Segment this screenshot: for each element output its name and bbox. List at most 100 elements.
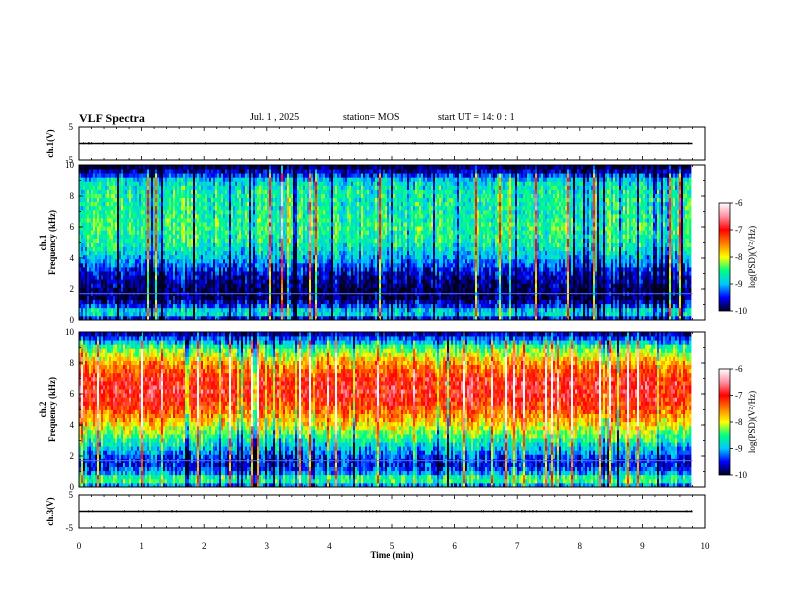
ch1-spectrogram-cell — [563, 271, 566, 276]
ch1-spectrogram-cell — [451, 275, 454, 280]
ch1-spectrogram-cell — [433, 283, 436, 288]
ch1-spectrogram-cell — [295, 295, 298, 301]
ch1-spectrogram-cell — [647, 315, 650, 321]
ch1-spectrogram-cell — [215, 283, 218, 288]
ch1-spectrogram-cell — [95, 279, 98, 284]
ch1-spectrogram-cell — [121, 258, 124, 264]
ch1-spectrogram-cell — [393, 287, 396, 292]
ch1-spectrogram-cell — [477, 262, 480, 268]
ch1-spectrogram-cell — [129, 299, 132, 305]
ch1-spectrogram-cell — [481, 307, 484, 313]
ch1-spectrogram-cell — [685, 295, 688, 301]
ch1-spectrogram-cell — [329, 287, 332, 292]
ch1-spectrogram-cell — [185, 315, 188, 321]
ch1-spectrogram-cell — [665, 279, 668, 284]
ch1-spectrogram-cell — [313, 279, 316, 284]
ch1-spectrogram-cell — [295, 266, 298, 272]
ch1-spectrogram-cell — [323, 315, 326, 321]
ch1-spectrogram-cell — [463, 303, 466, 309]
ch1-spectrogram-cell — [173, 307, 176, 313]
ch1-spectrogram-cell — [529, 262, 532, 268]
ch1-spectrogram-cell — [597, 275, 600, 280]
ch1-spectrogram-cell — [603, 303, 606, 309]
ch1-spectrogram-cell — [525, 262, 528, 268]
ch1-spectrogram-cell — [343, 287, 346, 292]
ch1-spectrogram-cell — [415, 275, 418, 280]
ch1-spectrogram-cell — [689, 266, 692, 272]
ch1-spectrogram-cell — [599, 266, 602, 272]
ch1-spectrogram-cell — [459, 266, 462, 272]
ch1-spectrogram-cell — [585, 271, 588, 276]
ch1-spectrogram-cell — [205, 315, 208, 321]
ch1-spectrogram-cell — [257, 258, 260, 264]
ch1-spectrogram-cell — [619, 307, 622, 313]
ch1-spectrogram-cell — [387, 299, 390, 305]
ch1-spectrogram-cell — [631, 299, 634, 305]
ch1-spectrogram-cell — [315, 315, 318, 321]
ch1-spectrogram-cell — [597, 315, 600, 321]
ch1-spectrogram-cell — [357, 266, 360, 272]
ch1-spectrogram-cell — [469, 287, 472, 292]
ch1-spectrogram-cell — [229, 303, 232, 309]
ch1-spectrogram-cell — [411, 315, 414, 321]
ch1-spectrogram-cell — [651, 287, 654, 292]
ch1-spectrogram-cell — [145, 299, 148, 305]
ch1-spectrogram-cell — [375, 311, 378, 317]
ch1-spectrogram-cell — [683, 307, 686, 313]
ch1-spectrogram-cell — [213, 275, 216, 280]
ch1-spectrogram-cell — [315, 287, 318, 292]
ch1-spectrogram-cell — [147, 262, 150, 268]
ch1-spectrogram-cell — [449, 311, 452, 317]
ch1-spectrogram-cell — [607, 262, 610, 268]
ch1-spectrogram-cell — [141, 283, 144, 288]
ch1-spectrogram-cell — [155, 315, 158, 321]
ch1-spectrogram-cell — [447, 311, 450, 317]
ch1-spectrogram-cell — [235, 303, 238, 309]
ch1-spectrogram-cell — [81, 295, 84, 301]
ch1-spectrogram-cell — [549, 311, 552, 317]
ch1-spectrogram-cell — [95, 307, 98, 313]
ch1-spectrogram-cell — [107, 307, 110, 313]
ch1-spectrogram-cell — [125, 262, 128, 268]
ch1-spectrogram-cell — [525, 283, 528, 288]
ch1-spectrogram-cell — [633, 279, 636, 284]
ch1-spectrogram-cell — [119, 303, 122, 309]
ch1-spectrogram-cell — [429, 279, 432, 284]
ch1-spectrogram-cell — [549, 287, 552, 292]
ch1-spectrogram-cell — [113, 299, 116, 305]
ch1-spectrogram-cell — [513, 279, 516, 284]
ch1-spectrogram-cell — [309, 258, 312, 264]
ch1-spectrogram-cell — [151, 271, 154, 276]
ch1-spectrogram-cell — [505, 295, 508, 301]
ch1-spectrogram-cell — [509, 262, 512, 268]
ch1-spectrogram-cell — [581, 279, 584, 284]
ch1-spectrogram-cell — [527, 279, 530, 284]
ch1-spectrogram-cell — [321, 275, 324, 280]
ch1-spectrogram-cell — [539, 299, 542, 305]
ch1-spectrogram-cell — [93, 287, 96, 292]
ch1-spectrogram-cell — [243, 275, 246, 280]
ch1-spectrogram-cell — [327, 283, 330, 288]
ch1-spectrogram-cell — [83, 295, 86, 301]
ch1-spectrogram-cell — [279, 307, 282, 313]
ch1-spectrogram-cell — [467, 315, 470, 321]
ch1-spectrogram-cell — [255, 271, 258, 276]
ch1-spectrogram-cell — [221, 295, 224, 301]
ch1-spectrogram-cell — [375, 315, 378, 321]
ch1-spectrogram-cell — [641, 287, 644, 292]
ch1-spectrogram-cell — [167, 295, 170, 301]
ch1-spectrogram-cell — [319, 271, 322, 276]
ch1-spectrogram-cell — [271, 271, 274, 276]
ch1-spectrogram-cell — [157, 275, 160, 280]
ch1-spectrogram-cell — [621, 279, 624, 284]
ch1-spectrogram-cell — [511, 271, 514, 276]
ch1-spectrogram-cell — [353, 287, 356, 292]
ch1-spectrogram-cell — [629, 299, 632, 305]
ch1-spectrogram-cell — [605, 279, 608, 284]
ch1-spectrogram-cell — [151, 311, 154, 317]
ch1-spectrogram-cell — [397, 262, 400, 268]
ch1-spectrogram-cell — [185, 279, 188, 284]
ch1-spectrogram-cell — [201, 315, 204, 321]
ch1-spectrogram-cell — [669, 266, 672, 272]
ch1-spectrogram-cell — [519, 271, 522, 276]
